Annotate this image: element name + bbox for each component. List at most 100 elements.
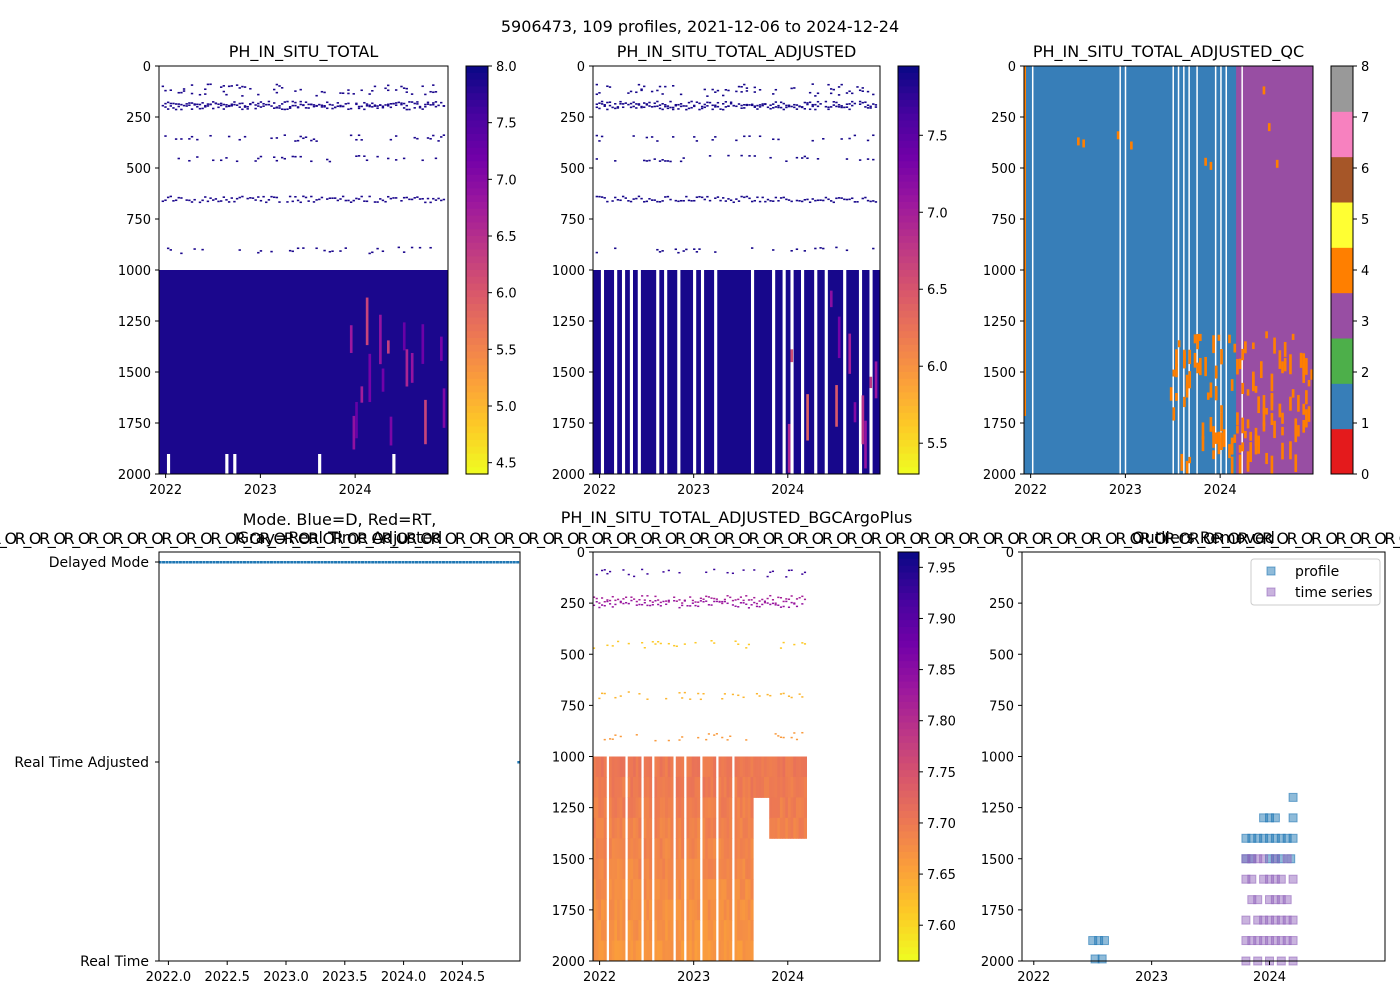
colorbar-gradient-step <box>898 722 919 730</box>
heatmap-cell <box>705 899 709 921</box>
heatmap-cell <box>734 838 738 860</box>
colorbar-gradient-step <box>898 310 919 319</box>
qc-cell <box>1217 431 1221 443</box>
heatmap-cell <box>667 838 671 860</box>
heatmap-cell <box>608 101 612 104</box>
heatmap-cell <box>299 135 302 138</box>
heatmap-cell <box>349 134 353 137</box>
heatmap-cell <box>606 108 609 111</box>
heatmap-cell <box>635 103 638 105</box>
heatmap-cell <box>681 817 685 839</box>
heatmap-cell <box>638 838 642 860</box>
heatmap-cell <box>627 92 630 94</box>
heatmap-cell <box>779 736 783 739</box>
heatmap-cell <box>429 104 432 106</box>
heatmap-cell <box>658 107 662 110</box>
colorbar-gradient-step <box>898 865 919 873</box>
heatmap-cell <box>257 105 260 107</box>
heatmap-cell <box>164 106 167 108</box>
heatmap-cell <box>600 135 604 138</box>
heatmap-cell <box>315 94 318 97</box>
heatmap-cell <box>706 95 709 97</box>
heatmap-cell <box>238 102 241 105</box>
heatmap-cell <box>177 196 180 199</box>
heatmap-cell <box>729 920 733 942</box>
heatmap-cell <box>779 647 783 649</box>
heatmap-cell <box>845 106 849 108</box>
heatmap-cell <box>798 596 801 599</box>
x-tick-label: 2023.0 <box>263 970 309 985</box>
heatmap-cell <box>188 138 191 140</box>
colorbar-gradient-step <box>898 317 919 325</box>
qc-cell <box>1281 426 1284 436</box>
heatmap-cell <box>694 601 697 603</box>
heatmap-cell <box>739 776 743 798</box>
colorbar-gradient-step <box>466 249 488 257</box>
heatmap-cell <box>718 940 722 962</box>
heatmap-cell <box>235 160 239 163</box>
colorbar-gradient-step <box>898 906 919 914</box>
heatmap-cell <box>734 879 738 901</box>
heatmap-cell <box>811 103 814 106</box>
heatmap-cell <box>638 858 642 880</box>
qc-flag-block-3 <box>1236 66 1313 474</box>
heatmap-gap <box>392 454 396 474</box>
heatmap-cell <box>771 570 775 573</box>
qc-cell <box>1228 444 1231 459</box>
qc-cell <box>1270 455 1274 474</box>
qc-cell <box>1238 358 1242 370</box>
heatmap-cell <box>598 940 602 962</box>
mode-point-delayed <box>489 561 493 564</box>
qc-cell <box>1230 437 1234 454</box>
heatmap-cell <box>625 596 628 599</box>
colorbar-tick-label: 2 <box>1361 366 1369 381</box>
heatmap-cell <box>657 879 661 901</box>
heatmap-cell <box>304 136 308 139</box>
heatmap-cell <box>265 201 268 204</box>
heatmap-cell <box>657 603 660 606</box>
heatmap-cell <box>748 135 751 137</box>
heatmap-cell <box>635 879 639 901</box>
heatmap-cell <box>864 196 867 199</box>
heatmap-cell <box>288 249 292 252</box>
colorbar-gradient-step <box>898 633 919 642</box>
heatmap-cell <box>212 107 215 110</box>
heatmap-cell <box>595 103 599 106</box>
heatmap-cell <box>843 106 846 109</box>
heatmap-cell <box>769 797 773 819</box>
heatmap-cell <box>347 102 350 105</box>
heatmap-cell <box>254 104 257 106</box>
heatmap-cell <box>811 139 814 142</box>
heatmap-cell <box>697 797 701 819</box>
heatmap-cell <box>713 797 717 819</box>
mode-point-delayed <box>222 561 226 564</box>
heatmap-cell <box>368 104 371 107</box>
heatmap-cell <box>790 756 794 778</box>
heatmap-cell <box>174 103 178 105</box>
heatmap-cell <box>689 817 693 839</box>
heatmap-cell <box>275 137 279 139</box>
y-tick-label: 0 <box>143 60 151 75</box>
heatmap-cell <box>729 838 733 860</box>
heatmap-cell <box>349 201 353 204</box>
heatmap-cell <box>649 817 653 839</box>
heatmap-cell <box>755 776 759 798</box>
colorbar-tick-label: 7.5 <box>496 117 517 132</box>
heatmap-cell <box>777 596 780 599</box>
heatmap-cell <box>608 86 612 88</box>
heatmap-cell <box>795 104 799 106</box>
y-tick-label: 0 <box>1006 546 1014 561</box>
mode-point-delayed <box>425 561 429 564</box>
qc-cell <box>1257 435 1260 454</box>
colorbar-gradient-step <box>898 797 919 805</box>
heatmap-cell <box>694 940 698 962</box>
heatmap-cell <box>748 104 751 106</box>
heatmap-cell <box>715 598 718 600</box>
y-tick-label: 500 <box>560 648 585 663</box>
heatmap-gap <box>656 270 660 474</box>
heatmap-cell <box>161 200 165 203</box>
qc-cell <box>1175 349 1178 367</box>
heatmap-cell <box>686 605 689 607</box>
heatmap-cell <box>307 103 310 106</box>
heatmap-cell <box>630 899 634 921</box>
